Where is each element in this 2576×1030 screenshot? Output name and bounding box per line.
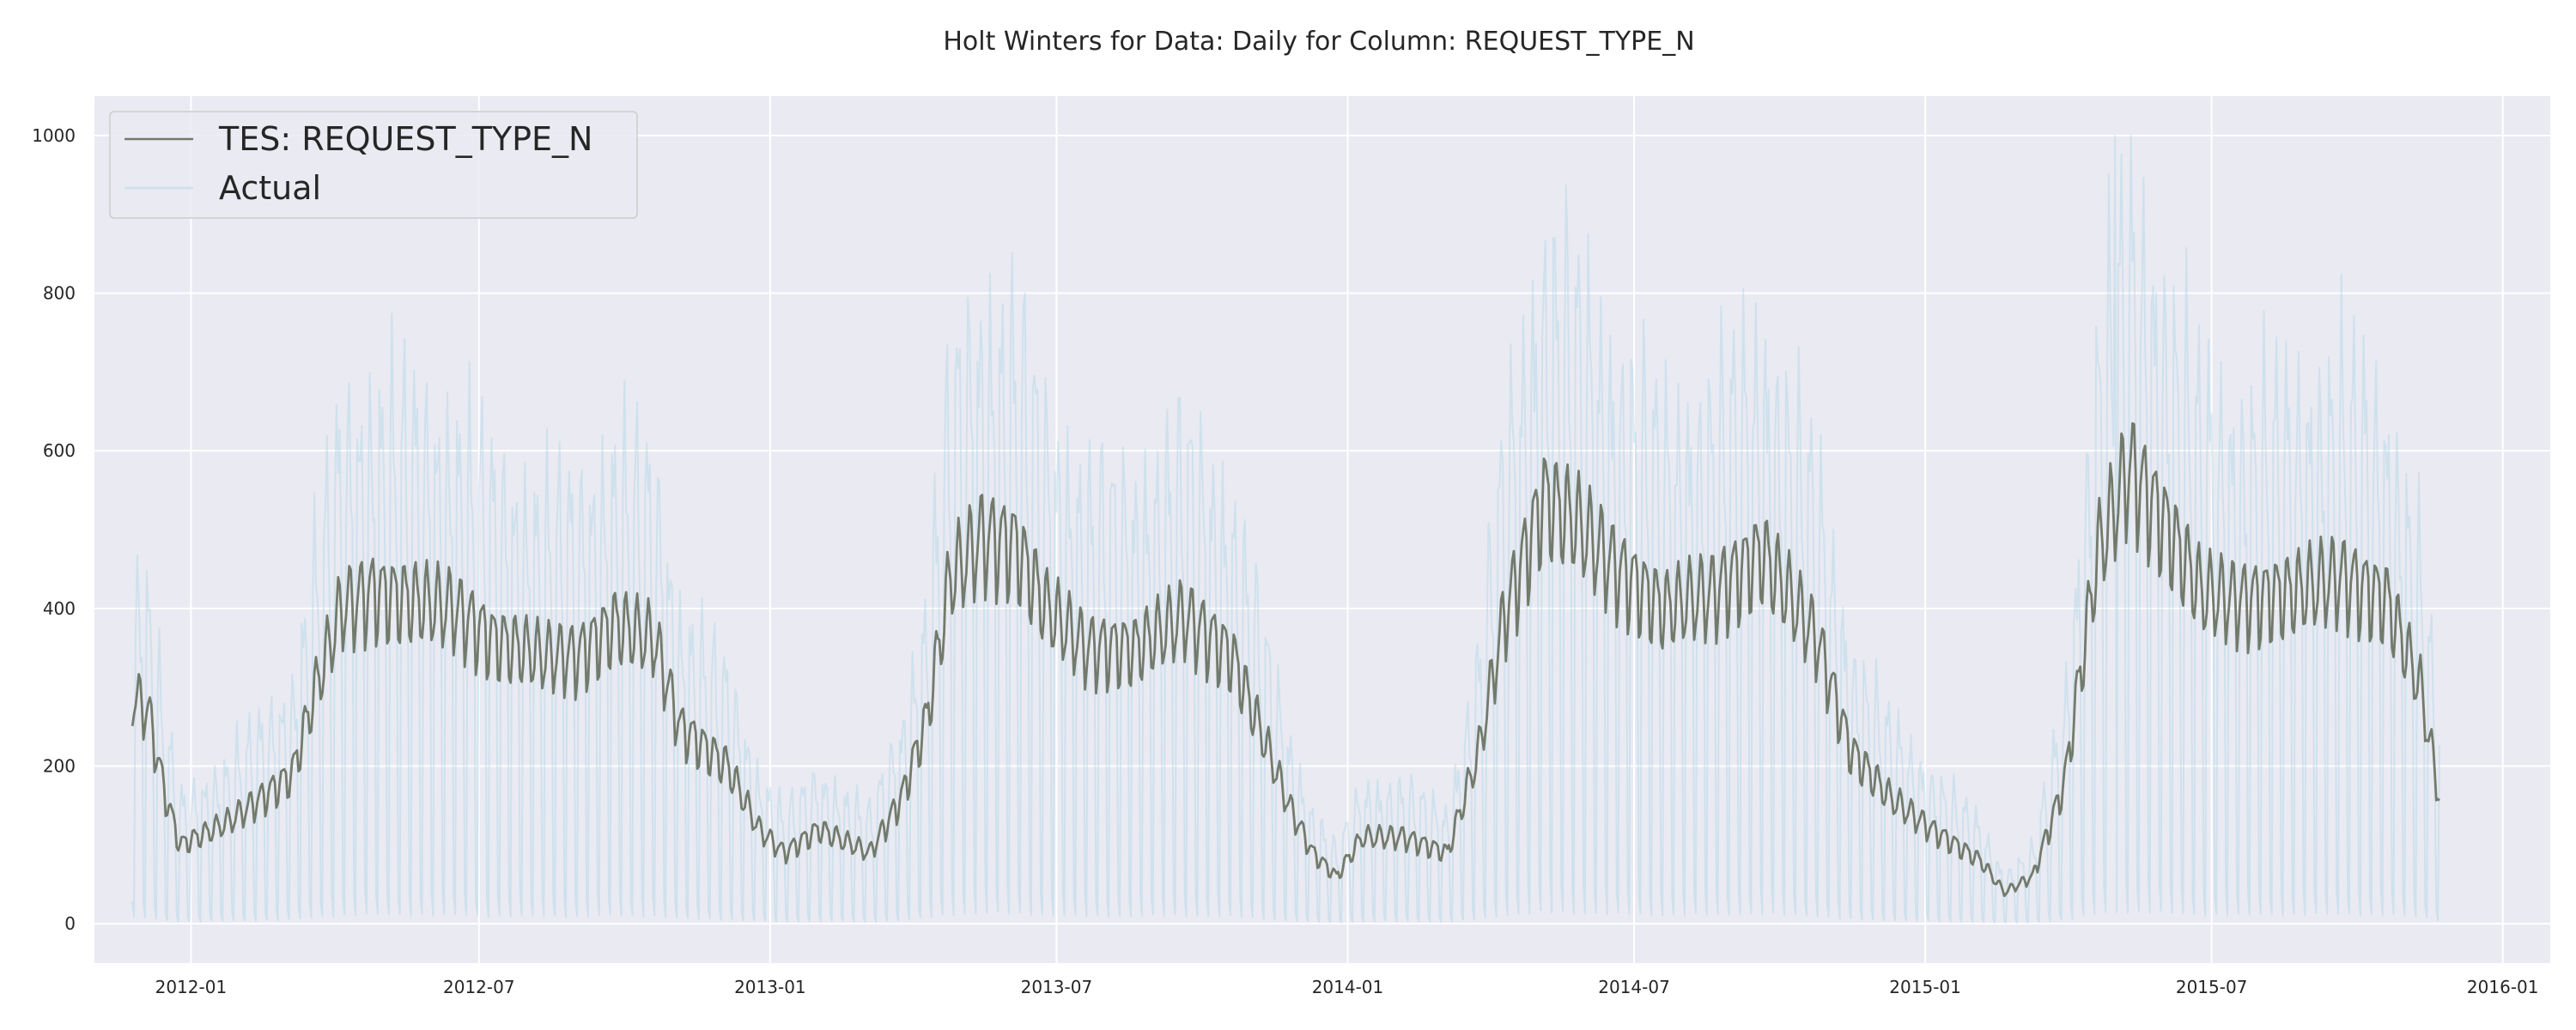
x-tick-label: 2014-07 bbox=[1598, 977, 1670, 997]
legend: TES: REQUEST_TYPE_N Actual bbox=[109, 111, 638, 219]
y-tick-label: 600 bbox=[43, 440, 76, 461]
legend-label-tes: TES: REQUEST_TYPE_N bbox=[218, 120, 592, 158]
x-tick-label: 2015-07 bbox=[2176, 977, 2248, 997]
y-tick-label: 1000 bbox=[32, 125, 76, 146]
x-tick-label: 2015-01 bbox=[1889, 977, 1961, 997]
plot-area bbox=[94, 96, 2550, 963]
tes-series bbox=[131, 421, 2440, 898]
actual-line bbox=[131, 134, 2440, 924]
x-axis-ticks: 2012-01 2012-07 2013-01 2013-07 2014-01 2014-… bbox=[155, 977, 2539, 997]
actual-series bbox=[131, 134, 2440, 924]
y-tick-label: 400 bbox=[43, 598, 76, 619]
x-tick-label: 2012-01 bbox=[155, 977, 228, 997]
y-tick-label: 800 bbox=[43, 283, 76, 304]
grid-lines bbox=[94, 96, 2550, 963]
legend-box bbox=[109, 111, 638, 219]
x-tick-label: 2013-07 bbox=[1021, 977, 1093, 997]
y-tick-label: 0 bbox=[64, 913, 76, 934]
y-axis-ticks: 0 200 400 600 800 1000 bbox=[32, 125, 76, 934]
legend-label-actual: Actual bbox=[219, 169, 321, 207]
x-tick-label: 2013-01 bbox=[734, 977, 806, 997]
chart-title: Holt Winters for Data: Daily for Column:… bbox=[943, 27, 1694, 57]
y-tick-label: 200 bbox=[43, 755, 76, 776]
x-tick-label: 2014-01 bbox=[1312, 977, 1384, 997]
x-tick-label: 2012-07 bbox=[443, 977, 515, 997]
tes-line bbox=[131, 421, 2440, 898]
x-tick-label: 2016-01 bbox=[2467, 977, 2539, 997]
